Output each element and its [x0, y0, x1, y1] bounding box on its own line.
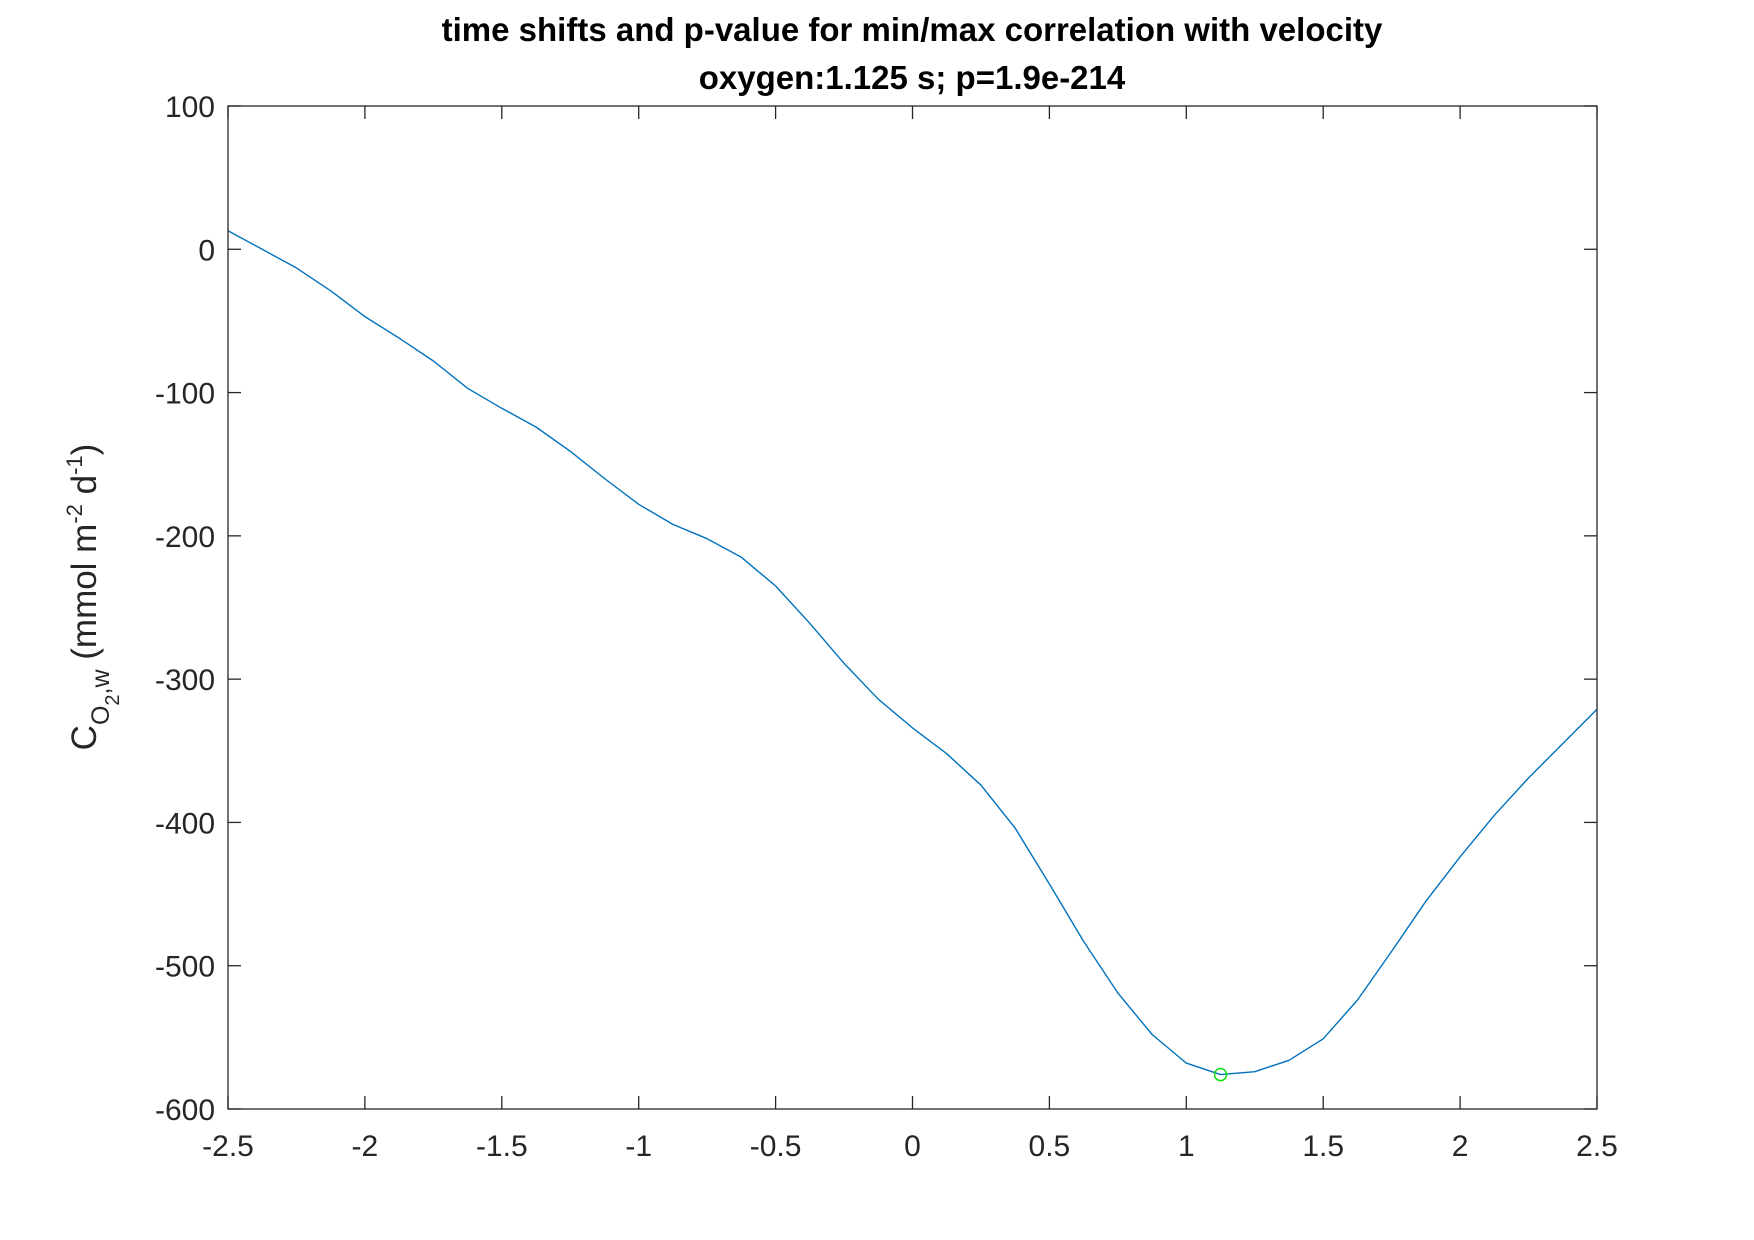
x-tick-label: -2.5	[202, 1130, 254, 1163]
x-tick-label: 1	[1178, 1130, 1195, 1163]
x-tick-label: 2.5	[1576, 1130, 1618, 1163]
series-line	[227, 230, 1598, 1076]
plot-frame	[227, 105, 1598, 1110]
x-tick-label: 2	[1452, 1130, 1469, 1163]
y-tick-label: -600	[155, 1094, 215, 1127]
x-tick-label: -1	[625, 1130, 652, 1163]
y-tick-label: -100	[155, 378, 215, 411]
y-tick-labels: 100 0 -100 -200 -300 -400 -500 -600	[155, 91, 215, 1127]
y-tick-label: -400	[155, 807, 215, 840]
minimum-marker	[1213, 1067, 1228, 1082]
y-label-sub2: 2	[102, 694, 124, 705]
y-label-close: )	[65, 444, 104, 456]
series-group	[227, 230, 1598, 1076]
y-label-exp1: -2	[62, 504, 87, 524]
x-tick-label: -0.5	[750, 1130, 802, 1163]
x-tick-label: 0.5	[1029, 1130, 1071, 1163]
chart-title: time shifts and p-value for min/max corr…	[442, 11, 1383, 48]
y-tick-label: -200	[155, 521, 215, 554]
y-label-sub3: ,w	[87, 669, 115, 695]
x-tick-label: -2	[352, 1130, 379, 1163]
y-tick-label: -500	[155, 951, 215, 984]
x-tick-label: 0	[904, 1130, 921, 1163]
y-label-base: C	[65, 725, 104, 750]
chart-subtitle: oxygen:1.125 s; p=1.9e-214	[699, 59, 1126, 96]
x-tick-label: -1.5	[476, 1130, 528, 1163]
y-tick-label: 100	[165, 91, 215, 124]
x-tick-labels: -2.5 -2 -1.5 -1 -0.5 0 0.5 1 1.5 2 2.5	[202, 1130, 1618, 1163]
y-label-exp2: -1	[62, 455, 87, 475]
y-axis-label: CO2,w (mmol m-2 d-1)	[62, 444, 124, 751]
y-label-sub1: O	[87, 706, 115, 725]
y-tick-label: 0	[198, 234, 215, 267]
y-label-mid: d	[65, 475, 104, 504]
x-tick-label: 1.5	[1302, 1130, 1344, 1163]
y-tick-label: -300	[155, 664, 215, 697]
y-label-units: (mmol m	[65, 524, 104, 670]
plot-area	[228, 106, 1597, 1109]
marker-group	[1213, 1067, 1228, 1082]
